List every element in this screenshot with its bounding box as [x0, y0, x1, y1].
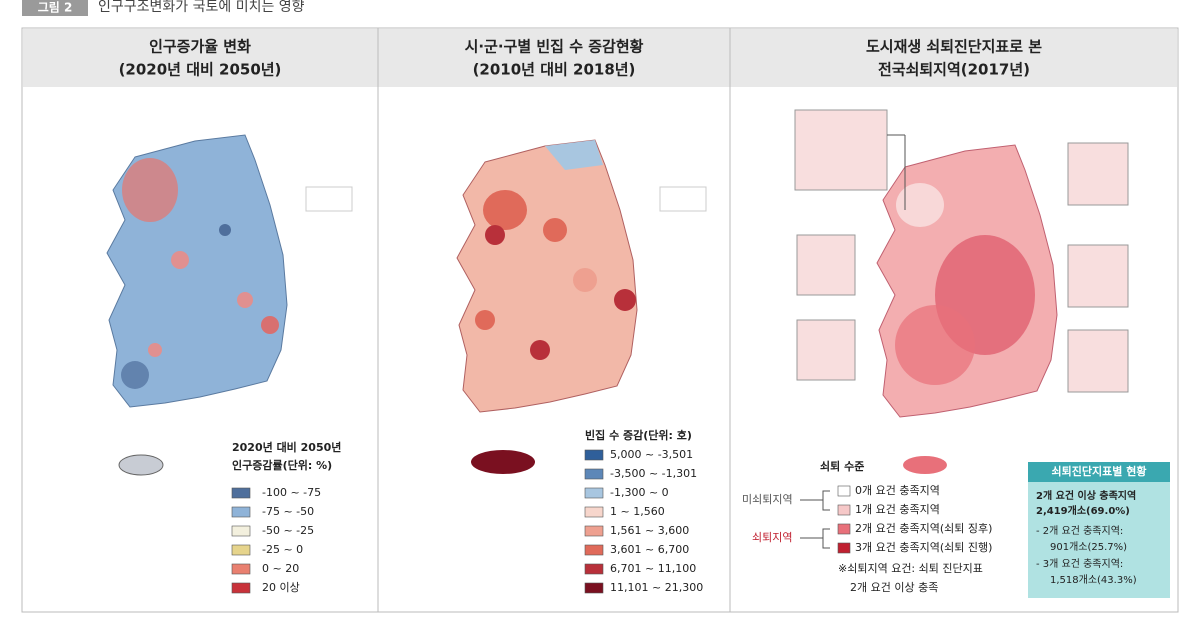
info-title: 쇠퇴진단지표별 현황 — [1052, 464, 1147, 478]
legend-swatch — [584, 468, 604, 480]
legend-title: 2020년 대비 2050년 — [232, 440, 341, 454]
legend-swatch — [231, 487, 251, 499]
insets — [794, 109, 1129, 393]
legend-label: 0개 요건 충족지역 — [855, 484, 940, 497]
legend-swatch — [231, 544, 251, 556]
map-population — [106, 134, 288, 408]
legend-label: -1,300 ~ 0 — [610, 486, 669, 499]
frame — [21, 27, 1179, 613]
legend-title: 인구증감률(단위: %) — [232, 458, 332, 472]
legend-swatch — [231, 563, 251, 575]
legend-note: ※쇠퇴지역 요건: 쇠퇴 진단지표 — [838, 562, 983, 575]
info-box-header — [1028, 462, 1170, 482]
legend-swatch — [837, 542, 851, 554]
legend-swatch — [584, 544, 604, 556]
legend-swatch — [584, 487, 604, 499]
legend-swatch — [837, 504, 851, 516]
legend-label: 11,101 ~ 21,300 — [610, 581, 703, 594]
panel-title: 전국쇠퇴지역(2017년) — [878, 61, 1030, 79]
legend-label: 5,000 ~ -3,501 — [610, 448, 693, 461]
panel-title: 시·군·구별 빈집 수 증감현황 — [465, 38, 644, 56]
info-line: - 3개 요건 충족지역: — [1036, 558, 1123, 570]
legend: 5,000 ~ -3,501 -3,500 ~ -1,301 -1,300 ~ 0 1… — [584, 448, 703, 594]
title-band — [23, 29, 1177, 87]
legend-label: 20 이상 — [262, 581, 300, 594]
figure-label: 그림 2 — [38, 1, 73, 15]
legend-group: 쇠퇴지역 — [752, 531, 792, 544]
legend-label: -25 ~ 0 — [262, 543, 303, 556]
info-line: - 2개 요건 충족지역: — [1036, 525, 1123, 537]
legend-label: 1,561 ~ 3,600 — [610, 524, 689, 537]
panel-title: 인구증가율 변화 — [149, 38, 251, 56]
figure-label-box — [22, 0, 88, 16]
legend-title: 빈집 수 증감(단위: 호) — [585, 428, 692, 442]
legend-label: -75 ~ -50 — [262, 505, 314, 518]
legend-label: -3,500 ~ -1,301 — [610, 467, 697, 480]
panel-title: (2020년 대비 2050년) — [119, 61, 282, 79]
info-lines: 2개 요건 이상 충족지역 2,419개소(69.0%) - 2개 요건 충족지역:… — [1036, 489, 1137, 586]
info-line: 901개소(25.7%) — [1050, 541, 1127, 553]
info-line: 2개 요건 이상 충족지역 — [1036, 489, 1136, 502]
inset-box — [305, 186, 353, 212]
legend-swatch — [231, 582, 251, 594]
panel-title: (2010년 대비 2018년) — [473, 61, 636, 79]
legend-swatch — [837, 523, 851, 535]
legend-label: 6,701 ~ 11,100 — [610, 562, 696, 575]
figure-title: 인구구조변화가 국토에 미치는 영향 — [98, 0, 305, 15]
legend-label: -50 ~ -25 — [262, 524, 314, 537]
legend-swatch — [584, 525, 604, 537]
legend-swatch — [231, 506, 251, 518]
legend-note: 2개 요건 이상 충족 — [850, 581, 938, 594]
legend-swatch — [584, 582, 604, 594]
legend-title: 쇠퇴 수준 — [820, 459, 864, 473]
legend-label: 1개 요건 충족지역 — [855, 503, 940, 516]
info-box — [1028, 462, 1170, 598]
info-line: 2,419개소(69.0%) — [1036, 504, 1130, 517]
legend: -100 ~ -75 -75 ~ -50 -50 ~ -25 -25 ~ 0 0 ~ 2… — [231, 486, 321, 594]
legend-label: 3,601 ~ 6,700 — [610, 543, 689, 556]
legend-group: 미쇠퇴지역 — [742, 493, 793, 506]
legend-swatch — [837, 485, 851, 497]
jeju — [903, 456, 947, 474]
legend-label: -100 ~ -75 — [262, 486, 321, 499]
jeju — [471, 450, 535, 474]
map-vacancy — [456, 139, 638, 413]
inset-box — [659, 186, 707, 212]
legend-label: 3개 요건 충족지역(쇠퇴 진행) — [855, 541, 992, 554]
jeju — [118, 454, 164, 476]
legend: 0개 요건 충족지역 1개 요건 충족지역 2개 요건 충족지역(쇠퇴 징후) 3개 … — [837, 484, 992, 554]
legend-swatch — [231, 525, 251, 537]
legend-label: 1 ~ 1,560 — [610, 505, 665, 518]
panel-title: 도시재생 쇠퇴진단지표로 본 — [866, 38, 1042, 56]
legend-swatch — [584, 449, 604, 461]
legend-swatch — [584, 506, 604, 518]
map-decline — [876, 144, 1058, 418]
legend-label: 0 ~ 20 — [262, 562, 299, 575]
info-line: 1,518개소(43.3%) — [1050, 574, 1137, 586]
bracket — [800, 490, 830, 549]
legend-swatch — [584, 563, 604, 575]
legend-label: 2개 요건 충족지역(쇠퇴 징후) — [855, 522, 992, 535]
